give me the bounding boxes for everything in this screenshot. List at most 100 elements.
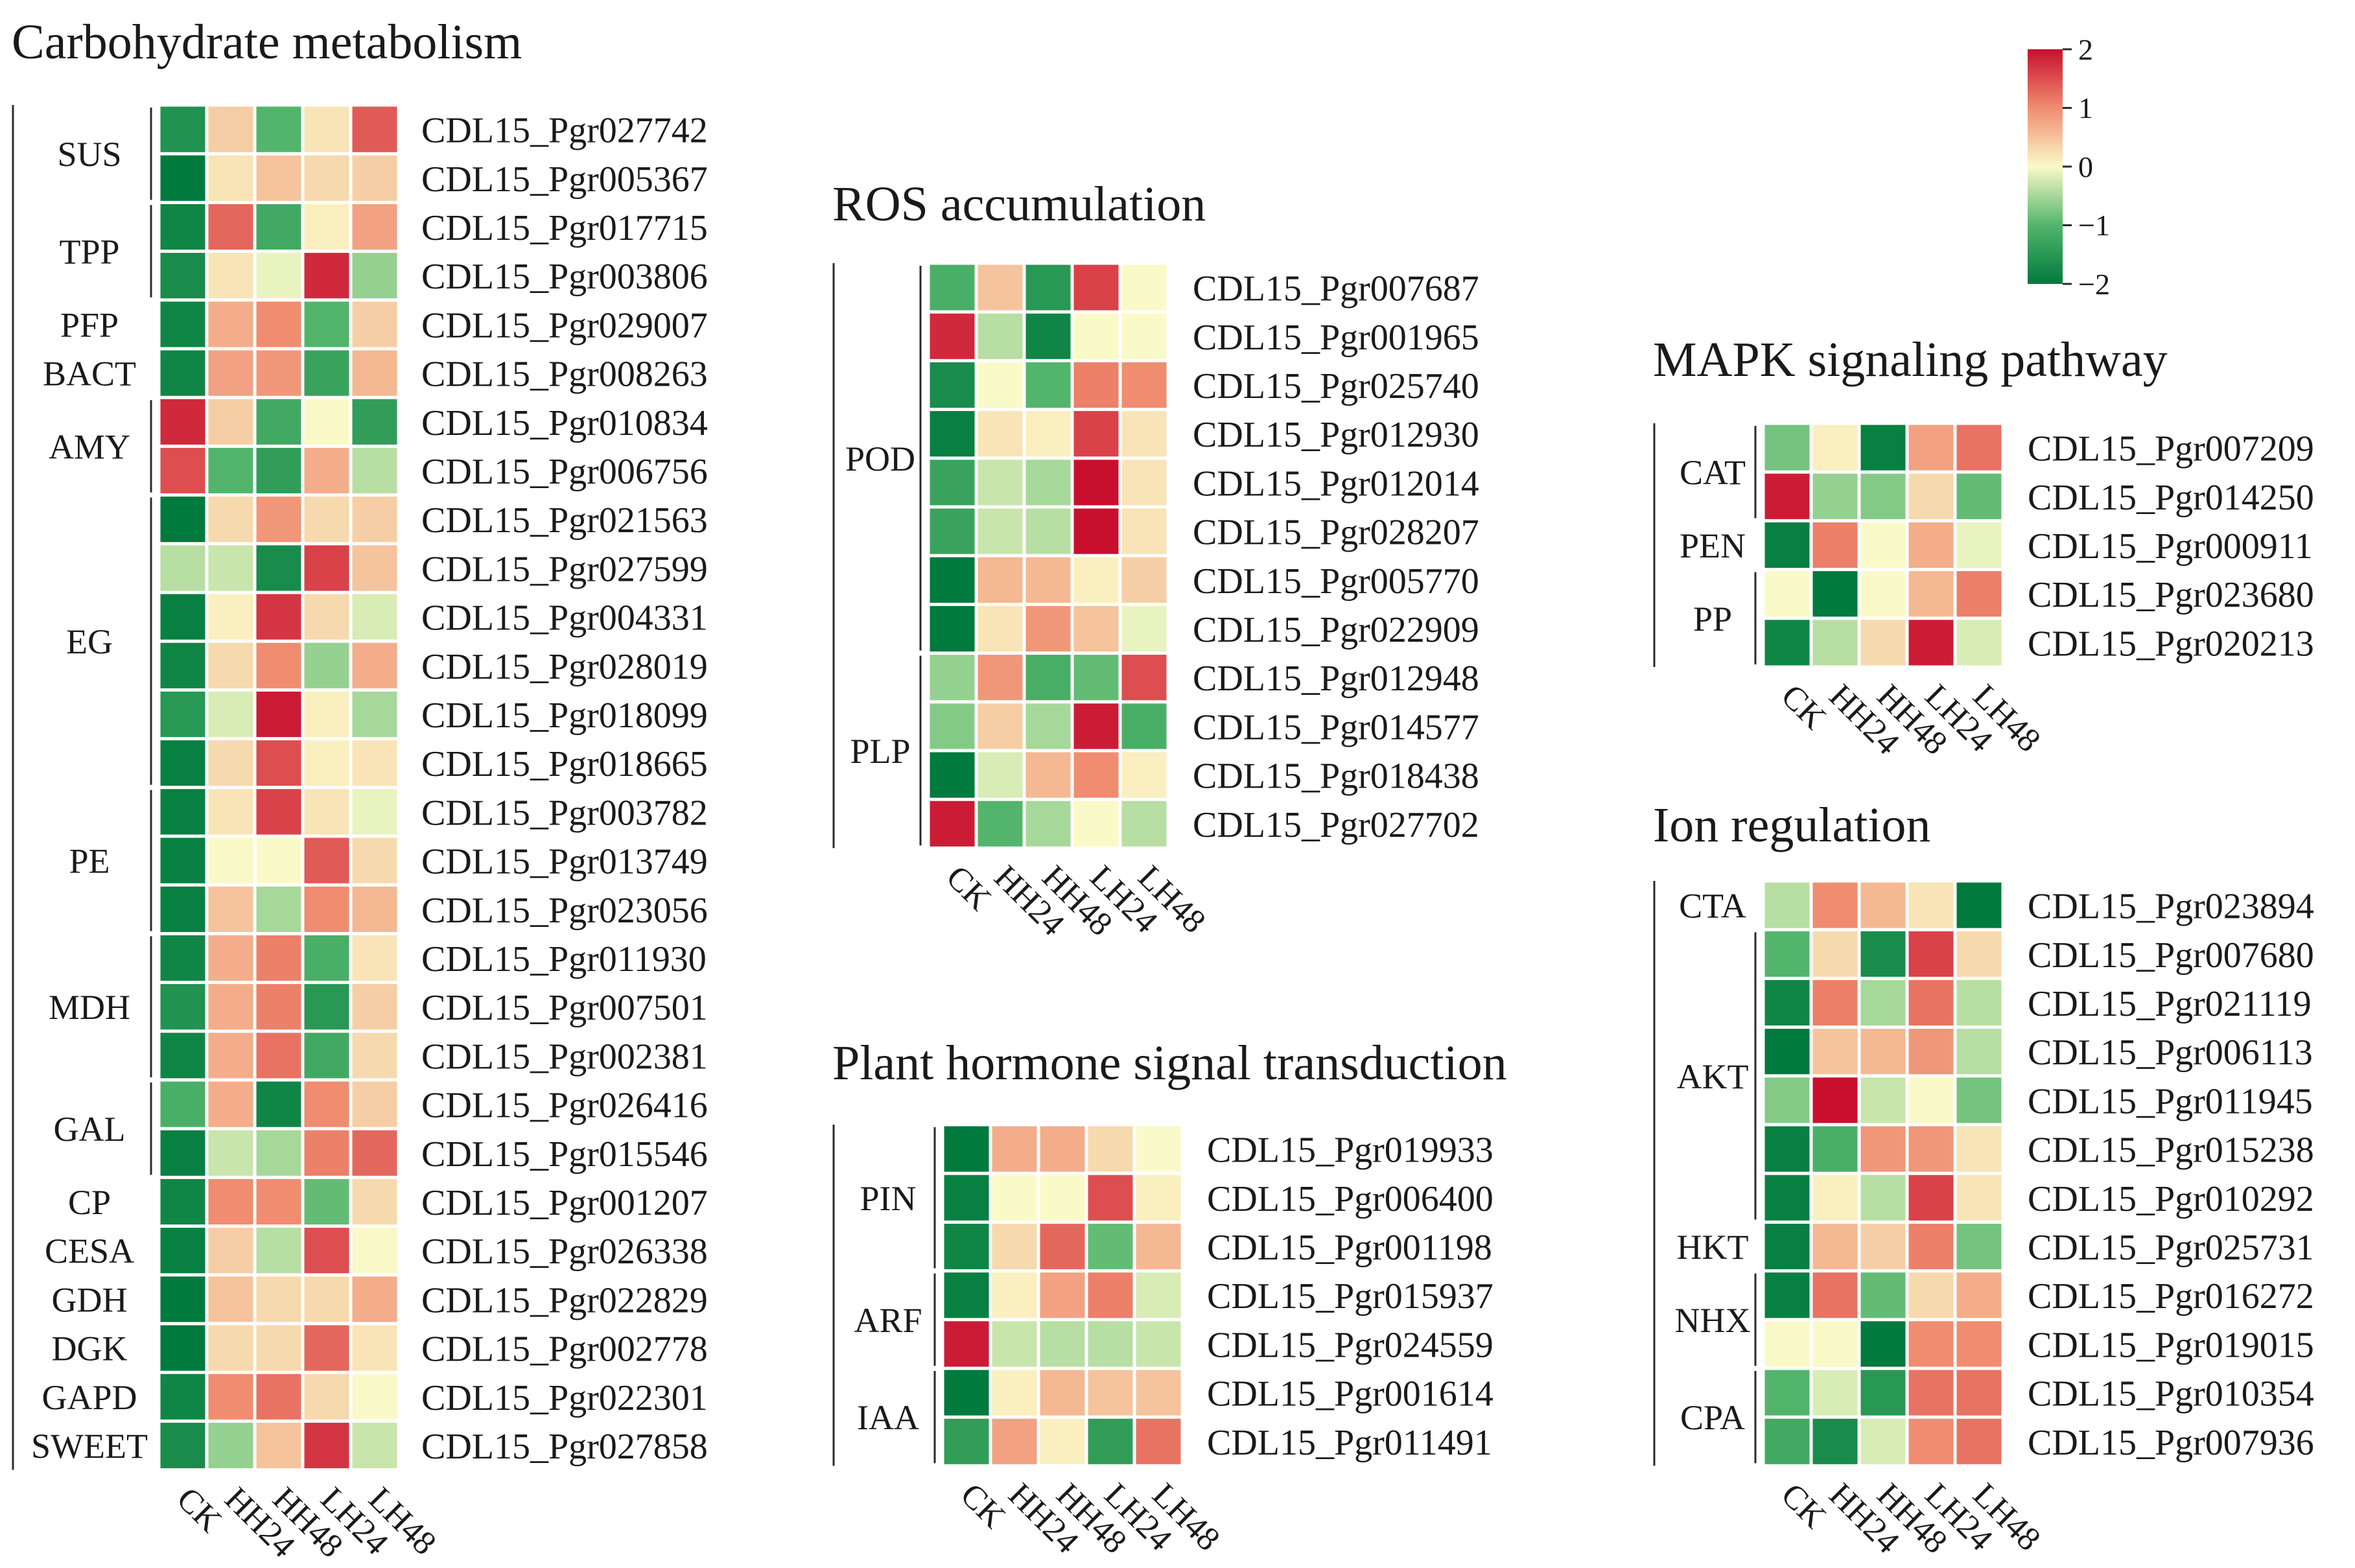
heatmap-cell: [1956, 931, 2002, 977]
heatmap-cell: [256, 1178, 301, 1225]
heatmap-cell: [1073, 605, 1119, 652]
heatmap-cell: [1025, 557, 1071, 603]
heatmap-cell: [944, 1321, 989, 1367]
heatmap-cell: [930, 460, 975, 506]
heatmap-cell: [352, 106, 397, 152]
heatmap-cell: [1908, 425, 1954, 471]
heatmap-cell: [1812, 931, 1858, 977]
heatmap-cell: [208, 740, 253, 786]
heatmap-cell: [930, 362, 975, 408]
heatmap-cell: [930, 411, 975, 457]
heatmap-cell: [944, 1126, 989, 1172]
heatmap-cell: [992, 1418, 1037, 1464]
heatmap-cell: [1812, 1272, 1858, 1318]
heatmap-cell: [1812, 1126, 1858, 1172]
heatmap-cell: [304, 691, 349, 738]
colorbar-tick-label: −2: [2078, 268, 2110, 301]
gene-label: CDL15_Pgr023056: [421, 891, 708, 931]
gene-label: CDL15_Pgr004331: [421, 598, 708, 638]
heatmap-cell: [1025, 411, 1071, 457]
gene-label: CDL15_Pgr018665: [421, 744, 708, 784]
heatmap-cell: [256, 1325, 301, 1371]
heatmap-cell: [1812, 1175, 1858, 1221]
heatmap-cell: [1025, 362, 1071, 408]
heatmap-cell: [352, 1178, 397, 1225]
heatmap-cell: [1121, 313, 1167, 359]
heatmap-cell: [304, 497, 349, 543]
group-label: AKT: [1677, 1057, 1749, 1096]
gene-label: CDL15_Pgr003806: [421, 257, 708, 297]
heatmap-cell: [944, 1272, 989, 1318]
gene-label: CDL15_Pgr007680: [2028, 935, 2314, 976]
heatmap-cell: [256, 301, 301, 347]
heatmap-cell: [208, 642, 253, 688]
heatmap-cell: [256, 886, 301, 932]
group-label: TPP: [59, 233, 119, 272]
heatmap-cell: [1073, 313, 1119, 359]
heatmap-cell: [1860, 1077, 1906, 1123]
heatmap-cell: [208, 1178, 253, 1225]
gene-label: CDL15_Pgr012014: [1193, 463, 1479, 504]
group-label: CPA: [1680, 1398, 1745, 1437]
heatmap-cell: [304, 350, 349, 396]
heatmap-cell: [256, 1228, 301, 1274]
colorbar-legend: 2 1 0 −1 −2: [2028, 33, 2110, 301]
group-label: CAT: [1680, 453, 1746, 492]
heatmap-cell: [1908, 1321, 1954, 1367]
heatmap-cell: [1764, 1223, 1810, 1270]
heatmap-cell: [352, 1325, 397, 1371]
colorbar-tick-minus-2: −2: [2063, 268, 2110, 301]
heatmap-cell: [208, 1374, 253, 1420]
heatmap-cell: [208, 1228, 253, 1274]
heatmap-cell: [160, 399, 205, 445]
heatmap-cell: [1073, 655, 1119, 701]
group-label: PFP: [60, 305, 119, 344]
panel-title: Carbohydrate metabolism: [12, 15, 522, 69]
heatmap-cell: [256, 204, 301, 250]
heatmap-cell: [930, 801, 975, 847]
heatmap-cell: [1088, 1175, 1133, 1221]
heatmap-cell: [208, 1130, 253, 1176]
heatmap-cell: [304, 594, 349, 640]
heatmap-cell: [1956, 1175, 2002, 1221]
heatmap-cell: [978, 411, 1023, 457]
heatmap-cell: [208, 1081, 253, 1127]
group-label: ARF: [854, 1301, 922, 1340]
heatmap-cell: [160, 253, 205, 299]
heatmap-cell: [304, 1325, 349, 1371]
heatmap-cell: [1121, 557, 1167, 603]
heatmap-cell: [1121, 508, 1167, 554]
column-label: CK: [1774, 677, 1834, 737]
heatmap-cell: [1908, 473, 1954, 519]
gene-label: CDL15_Pgr006756: [421, 452, 708, 492]
heatmap-cell: [1136, 1418, 1181, 1464]
heatmap-cell: [256, 106, 301, 152]
heatmap-cell: [1764, 1321, 1810, 1367]
heatmap-cell: [208, 935, 253, 981]
heatmap-cell: [1136, 1175, 1181, 1221]
heatmap-cell: [208, 253, 253, 299]
heatmap-cell: [930, 605, 975, 652]
heatmap-cell: [1136, 1321, 1181, 1367]
group-label: SWEET: [31, 1427, 148, 1466]
heatmap-cell: [256, 691, 301, 738]
heatmap-cell: [978, 313, 1023, 359]
heatmap-cell: [160, 1276, 205, 1322]
heatmap-cell: [352, 497, 397, 543]
heatmap-cell: [1764, 1029, 1810, 1075]
heatmap-cell: [1860, 571, 1906, 617]
gene-label: CDL15_Pgr028207: [1193, 513, 1479, 553]
colorbar-tick-1: 1: [2063, 91, 2093, 124]
heatmap-cell: [992, 1370, 1037, 1416]
colorbar-tick-label: 1: [2078, 91, 2093, 124]
heatmap-cell: [1812, 882, 1858, 928]
heatmap-cell: [1908, 882, 1954, 928]
colorbar-gradient: [2028, 49, 2063, 284]
heatmap-cell: [160, 740, 205, 786]
colorbar-tick-2: 2: [2063, 33, 2093, 66]
heatmap-cell: [1764, 425, 1810, 471]
heatmap-cell: [160, 1422, 205, 1469]
gene-label: CDL15_Pgr007936: [2028, 1423, 2314, 1463]
heatmap-cell: [208, 1276, 253, 1322]
heatmap-cell: [1908, 931, 1954, 977]
